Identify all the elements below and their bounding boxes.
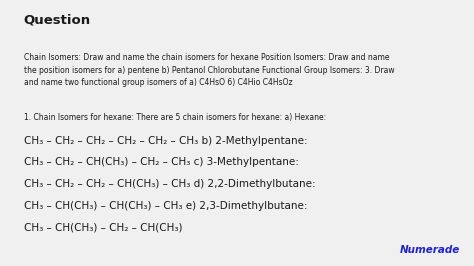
Text: 1. Chain Isomers for hexane: There are 5 chain isomers for hexane: a) Hexane:: 1. Chain Isomers for hexane: There are 5… bbox=[24, 113, 326, 122]
Text: CH₃ – CH(CH₃) – CH(CH₃) – CH₃ e) 2,3-Dimethylbutane:: CH₃ – CH(CH₃) – CH(CH₃) – CH₃ e) 2,3-Dim… bbox=[24, 201, 307, 211]
Text: CH₃ – CH₂ – CH(CH₃) – CH₂ – CH₃ c) 3-Methylpentane:: CH₃ – CH₂ – CH(CH₃) – CH₂ – CH₃ c) 3-Met… bbox=[24, 157, 299, 168]
Text: CH₃ – CH₂ – CH₂ – CH₂ – CH₂ – CH₃ b) 2-Methylpentane:: CH₃ – CH₂ – CH₂ – CH₂ – CH₂ – CH₃ b) 2-M… bbox=[24, 136, 307, 146]
Text: CH₃ – CH(CH₃) – CH₂ – CH(CH₃): CH₃ – CH(CH₃) – CH₂ – CH(CH₃) bbox=[24, 223, 182, 233]
Text: CH₃ – CH₂ – CH₂ – CH(CH₃) – CH₃ d) 2,2-Dimethylbutane:: CH₃ – CH₂ – CH₂ – CH(CH₃) – CH₃ d) 2,2-D… bbox=[24, 179, 315, 189]
Text: Question: Question bbox=[24, 13, 91, 26]
Text: Chain Isomers: Draw and name the chain isomers for hexane Position Isomers: Draw: Chain Isomers: Draw and name the chain i… bbox=[24, 53, 394, 87]
Text: Numerade: Numerade bbox=[400, 245, 460, 255]
